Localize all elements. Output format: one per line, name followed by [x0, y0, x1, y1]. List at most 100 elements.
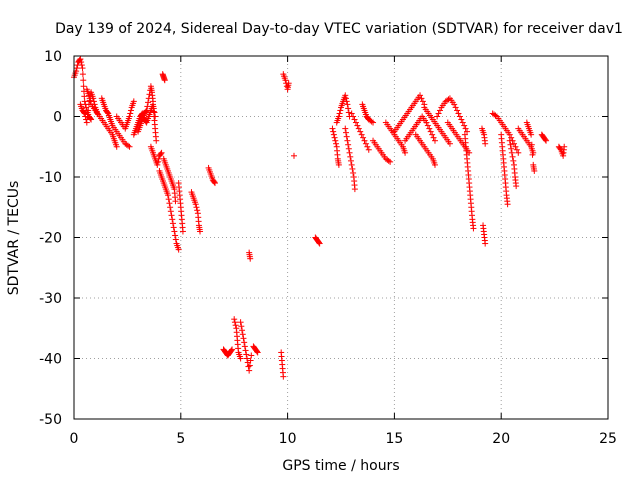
y-tick-label: -40	[39, 352, 62, 368]
data-point	[83, 116, 90, 123]
data-point	[511, 140, 518, 147]
data-point	[330, 128, 337, 135]
data-point	[360, 134, 367, 141]
data-point	[239, 331, 246, 338]
data-point	[461, 122, 468, 129]
y-axis-label: SDTVAR / TECUs	[6, 181, 22, 296]
y-tick-label: -20	[39, 231, 62, 247]
data-point	[446, 140, 453, 147]
chart-title: Day 139 of 2024, Sidereal Day-to-day VTE…	[55, 21, 623, 37]
data-point	[179, 228, 186, 235]
data-point	[417, 92, 424, 99]
data-point	[557, 145, 564, 152]
data-point	[506, 137, 513, 144]
data-point	[194, 207, 201, 214]
data-point	[344, 137, 351, 144]
data-point	[348, 161, 355, 168]
x-axis-label: GPS time / hours	[282, 458, 399, 474]
y-tick-label: -30	[39, 291, 62, 307]
data-point	[427, 128, 434, 135]
data-point	[165, 196, 172, 203]
data-point	[543, 137, 550, 144]
data-point	[316, 240, 323, 247]
axis-ticks	[73, 55, 609, 420]
data-point	[104, 109, 111, 116]
data-point	[246, 367, 253, 374]
data-point	[507, 141, 514, 148]
data-point	[169, 216, 176, 223]
tick-labels: 0 5 10 15 20 25 10 0 -10 -20 -30 -40 -50	[39, 49, 617, 447]
data-point	[150, 103, 157, 110]
data-point	[351, 116, 358, 123]
data-point	[459, 119, 466, 126]
data-point	[370, 119, 377, 126]
data-point	[211, 179, 218, 186]
data-point	[283, 83, 290, 90]
data-point	[79, 71, 86, 78]
data-point	[81, 98, 88, 105]
data-point	[193, 204, 200, 211]
data-point	[349, 165, 356, 172]
data-point	[508, 134, 515, 141]
data-point	[253, 348, 260, 355]
data-point	[387, 158, 394, 165]
data-point	[143, 107, 150, 114]
data-point	[167, 208, 174, 215]
data-point	[154, 161, 161, 168]
data-point	[331, 134, 338, 141]
data-point	[171, 228, 178, 235]
data-point	[211, 180, 218, 187]
data-point	[531, 167, 538, 174]
data-point	[238, 323, 245, 330]
data-point	[83, 104, 90, 111]
data-point	[150, 98, 157, 105]
data-point	[80, 77, 87, 84]
data-point	[158, 149, 165, 156]
data-point	[368, 118, 375, 125]
data-point	[342, 129, 349, 136]
y-tick-label: 10	[44, 49, 62, 65]
data-point	[126, 113, 133, 120]
data-point	[342, 125, 349, 132]
data-point	[83, 119, 90, 126]
data-point	[343, 133, 350, 140]
data-point	[73, 65, 80, 72]
data-point	[350, 169, 357, 176]
data-point	[80, 83, 87, 90]
data-point	[528, 131, 535, 138]
data-point	[509, 153, 516, 160]
data-point	[127, 107, 134, 114]
data-point	[77, 56, 84, 63]
data-point	[464, 128, 471, 135]
data-point	[172, 236, 179, 243]
data-point	[84, 113, 91, 120]
data-point	[81, 93, 88, 100]
data-point	[504, 201, 511, 208]
data-point	[145, 99, 152, 106]
data-point	[430, 134, 437, 141]
data-point	[170, 224, 177, 231]
data-point	[361, 137, 368, 144]
data-point	[125, 142, 132, 149]
data-point	[492, 112, 499, 119]
data-point	[161, 77, 168, 84]
data-point	[348, 110, 355, 117]
data-point	[510, 157, 517, 164]
data-point	[445, 96, 452, 103]
data-point	[336, 110, 343, 117]
data-point	[241, 343, 248, 350]
data-point	[429, 131, 436, 138]
x-tick-label: 0	[70, 431, 79, 447]
data-point	[231, 316, 238, 323]
y-tick-label: 0	[53, 110, 62, 126]
data-point	[155, 158, 162, 165]
data-point	[126, 143, 133, 150]
data-point	[435, 110, 442, 117]
x-tick-label: 15	[385, 431, 403, 447]
data-point	[346, 149, 353, 156]
data-point	[344, 101, 351, 108]
data-point	[144, 103, 151, 110]
data-point	[78, 62, 85, 69]
data-point	[79, 65, 86, 72]
